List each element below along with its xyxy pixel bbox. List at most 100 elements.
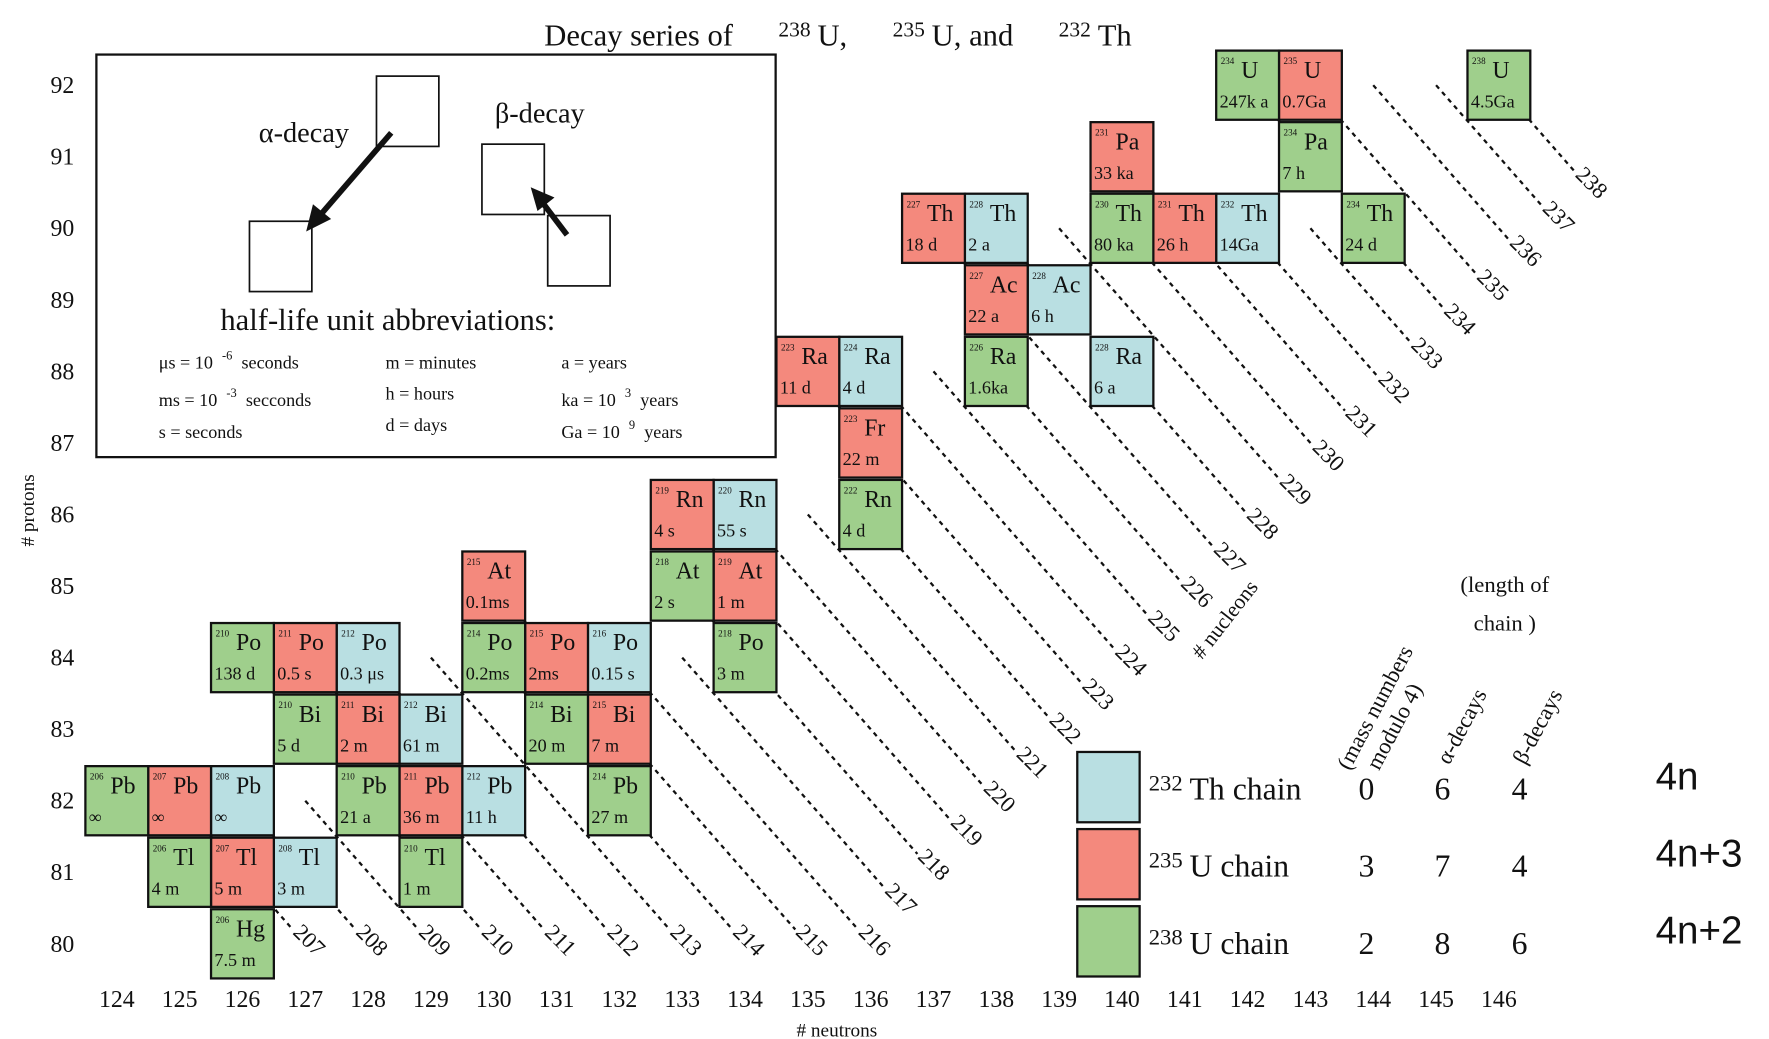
element: U	[1304, 58, 1321, 84]
half-life: 1 m	[717, 592, 745, 612]
unit: s = seconds	[159, 422, 243, 442]
x-tick-label: 136	[853, 987, 889, 1013]
isobar-line	[806, 513, 1017, 753]
nuclide: 212 Pb 11 h	[461, 765, 527, 837]
element: Th	[1115, 201, 1142, 227]
nuclide: 211 Po 0.5 s	[272, 621, 338, 694]
element: Po	[613, 630, 638, 656]
element: At	[487, 559, 511, 585]
half-life: ∞	[152, 807, 165, 827]
isobar-label: 233	[1406, 332, 1448, 374]
legend-header: β-decays	[1508, 685, 1568, 768]
nuclide-cell	[649, 478, 715, 551]
square	[546, 214, 611, 287]
nuclide-cell	[524, 693, 590, 765]
units-title: half-life unit abbreviations:	[220, 303, 555, 337]
nuclide: 228 Th2 a	[963, 192, 1029, 265]
isobar-label: 213	[665, 919, 707, 961]
nuclide-cell	[838, 335, 904, 408]
legend-formula: 4n	[1656, 755, 1699, 798]
isobar-line	[304, 799, 420, 931]
element: Po	[739, 630, 764, 656]
isobar-line	[681, 656, 886, 889]
half-life: 4 m	[152, 878, 180, 898]
legend-swatch	[1076, 750, 1141, 824]
nuclide: 211 Pb 36 m	[398, 765, 464, 837]
nuclide: 223 Ra 11 d	[775, 335, 841, 408]
x-tick-label: 131	[539, 987, 575, 1013]
isobar-line	[304, 656, 545, 931]
half-life: 247k a	[1220, 91, 1269, 111]
x-tick-label: 129	[413, 987, 449, 1013]
legend-header: α-decays	[1432, 685, 1492, 768]
half-life: 6 h	[1031, 306, 1054, 326]
half-life: 22 m	[843, 449, 880, 469]
x-tick-label: 146	[1481, 987, 1517, 1013]
y-tick-label: 91	[50, 145, 74, 171]
nuclide: 207 Pb ∞	[147, 765, 213, 837]
nuclide: 230 Th 80 ka	[1089, 192, 1155, 265]
element: Th	[1241, 201, 1268, 227]
unit-text: ms = 10	[159, 390, 218, 410]
x-axis-label: # neutrons	[796, 1021, 877, 1039]
x-tick-label: 141	[1167, 987, 1203, 1013]
mass-number: 226	[969, 342, 983, 352]
nuclide-cell	[586, 693, 652, 765]
legend-swatch	[1076, 827, 1141, 901]
legend-header: (length of	[1460, 572, 1549, 597]
x-tick-label: 140	[1104, 987, 1140, 1013]
element: Bi	[424, 702, 447, 728]
half-life: 11 d	[780, 378, 811, 398]
half-life: 4 d	[843, 378, 866, 398]
mass-number: 231	[1095, 128, 1109, 138]
isobar-label: 231	[1341, 400, 1383, 442]
mass-number: 234	[1346, 199, 1360, 209]
nuclide-cell	[1089, 121, 1155, 193]
isobar-line	[1309, 84, 1478, 276]
inset-box	[95, 53, 777, 459]
beta-label: β-decay	[495, 99, 586, 130]
element: Pb	[110, 773, 135, 799]
element: Th	[1367, 201, 1394, 227]
element: Po	[236, 630, 261, 656]
nuclide: 215 Bi 7 m	[586, 693, 652, 765]
nuclide-cell	[1466, 49, 1532, 121]
y-tick-label: 90	[50, 216, 74, 242]
mass-number: 218	[718, 629, 732, 639]
nuclide: 216 Po 0.15 s	[586, 621, 652, 694]
half-life: 1 m	[403, 878, 431, 898]
mass-number: 208	[216, 772, 230, 782]
nuclide: 231 Pa 33 ka	[1089, 121, 1155, 193]
element: Th	[927, 201, 954, 227]
nuclide: 218 At2 s	[649, 550, 715, 622]
nuclide: 208 Tl 3 m	[272, 836, 338, 908]
y-tick-label: 82	[50, 789, 74, 815]
nuclide: 219 Rn4 s	[649, 478, 715, 551]
unit-exp: 9	[629, 418, 635, 432]
x-tick-label: 133	[664, 987, 700, 1013]
nuclide-cell	[775, 335, 841, 408]
unit: ka = 10 3 years	[561, 386, 678, 410]
isobar-label: 226	[1176, 571, 1218, 613]
nuclide: 212 Po 0.3 μs	[335, 621, 401, 694]
unit-text: s = seconds	[159, 422, 243, 442]
nuclide: 210 Po 138 d	[209, 621, 275, 694]
nuclide-cell	[524, 621, 590, 694]
legend-header: chain )	[1474, 611, 1536, 636]
isobar-label: 228	[1242, 503, 1284, 545]
square	[481, 143, 546, 216]
nuclide-cell	[963, 264, 1029, 336]
nuclide: 222 Rn 4 d	[838, 478, 904, 551]
nuclide-cell	[1089, 192, 1155, 265]
x-tick-label: 138	[978, 987, 1014, 1013]
y-tick-label: 84	[50, 646, 74, 672]
legend-label: 235 U chain	[1149, 848, 1290, 884]
nuclide: 220 Rn 55 s	[712, 478, 778, 551]
isobar-label: 230	[1308, 434, 1350, 476]
half-life: 80 ka	[1094, 234, 1134, 254]
legend-name: U chain	[1190, 926, 1290, 961]
nuclide-cell	[335, 765, 401, 837]
element: Ra	[990, 344, 1017, 370]
element: Tl	[173, 845, 195, 871]
